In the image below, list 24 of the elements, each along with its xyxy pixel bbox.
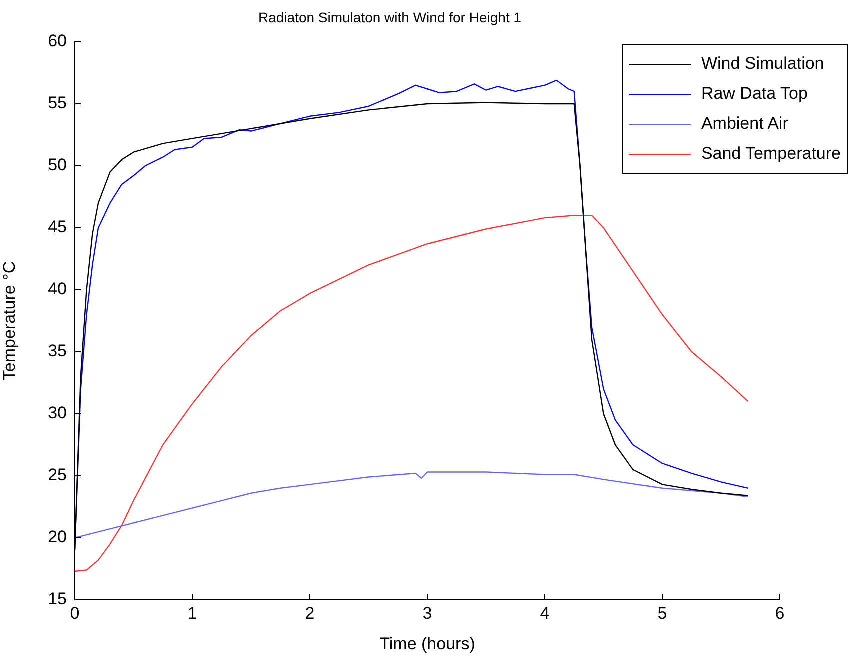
x-tick-label: 4 bbox=[540, 604, 550, 623]
x-tick-label: 5 bbox=[658, 604, 668, 623]
y-tick-label: 50 bbox=[48, 156, 67, 175]
y-tick-label: 40 bbox=[48, 280, 67, 299]
x-axis-title: Time (hours) bbox=[380, 634, 476, 654]
legend-label: Wind Simulation bbox=[701, 54, 824, 74]
y-tick-label: 55 bbox=[48, 94, 67, 113]
y-tick-label: 15 bbox=[48, 590, 67, 609]
x-tick-label: 1 bbox=[188, 604, 198, 623]
legend-label: Sand Temperature bbox=[701, 144, 841, 164]
legend-label: Raw Data Top bbox=[701, 84, 808, 104]
y-tick-label: 60 bbox=[48, 32, 67, 51]
y-tick-label: 25 bbox=[48, 466, 67, 485]
y-tick-label: 30 bbox=[48, 404, 67, 423]
y-tick-label: 45 bbox=[48, 218, 67, 237]
x-tick-label: 3 bbox=[422, 604, 432, 623]
legend-label: Ambient Air bbox=[701, 114, 788, 134]
y-tick-label: 20 bbox=[48, 528, 67, 547]
x-tick-label: 2 bbox=[305, 604, 315, 623]
y-axis-title: Temperature °C bbox=[0, 261, 19, 381]
x-tick-label: 0 bbox=[70, 604, 80, 623]
x-tick-label: 6 bbox=[775, 604, 785, 623]
chart-title: Radiaton Simulaton with Wind for Height 1 bbox=[258, 9, 522, 26]
y-tick-label: 35 bbox=[48, 342, 67, 361]
